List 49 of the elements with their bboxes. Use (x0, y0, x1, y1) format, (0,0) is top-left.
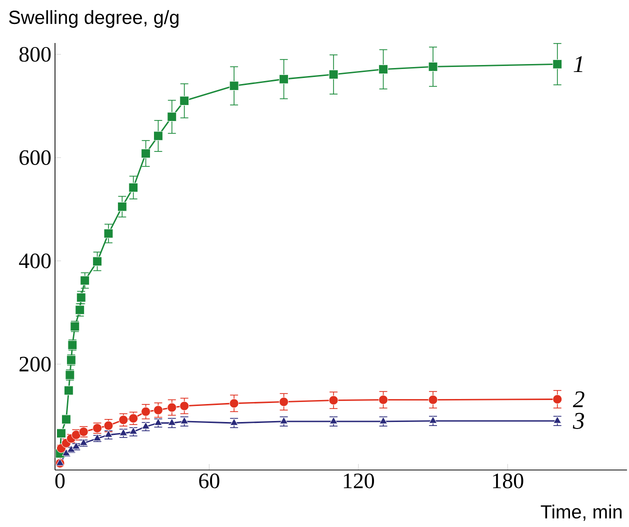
point (154, 418, 162, 426)
point (379, 416, 388, 424)
point (552, 59, 562, 69)
point (104, 430, 113, 438)
x-tick-label: 0 (55, 474, 65, 488)
point (230, 418, 238, 426)
point (279, 397, 289, 407)
series-label: 3 (572, 412, 584, 429)
point (180, 401, 190, 411)
point (378, 395, 388, 404)
y-tick-label: 400 (19, 253, 51, 268)
point (141, 406, 151, 416)
point (428, 62, 438, 72)
point (378, 64, 388, 74)
point (279, 74, 289, 84)
point (428, 416, 438, 424)
point (328, 396, 338, 406)
point (128, 182, 138, 192)
point (329, 416, 338, 424)
y-axis-title: Swelling degree, g/g (9, 10, 178, 28)
point (167, 402, 177, 412)
x-tick-label: 120 (344, 474, 374, 488)
y-tick-label: 600 (20, 150, 51, 166)
point (168, 418, 176, 426)
point (180, 96, 190, 106)
point (328, 70, 338, 80)
y-tick-label: 800 (19, 46, 51, 62)
point (153, 405, 163, 415)
x-tick-label: 180 (493, 474, 524, 488)
y-tick-label: 200 (20, 356, 51, 372)
point (180, 416, 188, 424)
point (229, 81, 239, 91)
point (167, 112, 177, 122)
point (117, 202, 127, 212)
x-axis-title: Time, min (540, 504, 622, 521)
point (92, 256, 102, 266)
point (56, 428, 66, 438)
point (552, 394, 562, 404)
point (428, 395, 438, 404)
point (229, 398, 239, 408)
point (80, 276, 90, 286)
point (153, 131, 163, 141)
point (142, 422, 150, 430)
x-tick-label: 60 (199, 474, 220, 488)
point (280, 416, 288, 424)
series-label: 1 (574, 56, 582, 72)
point (141, 148, 151, 158)
series-label: 2 (572, 391, 584, 408)
point (104, 228, 114, 238)
